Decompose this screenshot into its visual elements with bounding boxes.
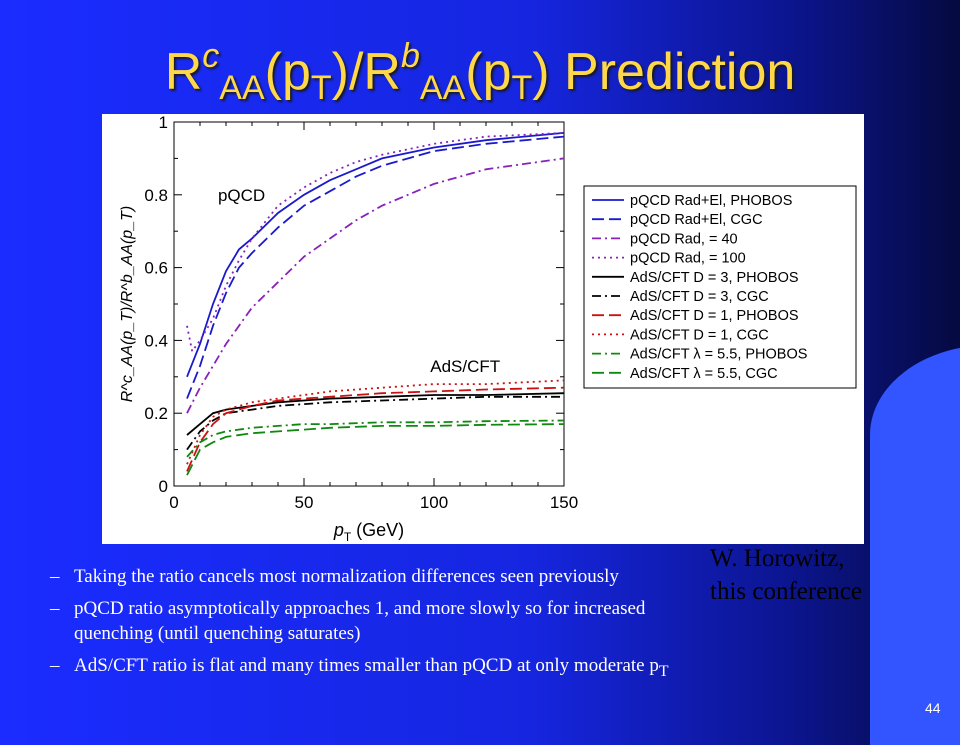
y-tick-label: 0.8 [144, 186, 168, 205]
title-sub-aa1: AA [219, 69, 265, 107]
legend-label: AdS/CFT λ = 5.5, CGC [630, 366, 778, 382]
bullet-sub-t: T [658, 662, 669, 680]
slide-title: RcAA(pT)/RbAA(pT) Prediction [0, 26, 960, 118]
series-line [186, 423, 565, 476]
title-r1: R [164, 43, 203, 101]
background-accent-shape [870, 345, 960, 745]
credit-note: W. Horowitz, this conference [710, 542, 862, 608]
title-sup-c: c [202, 37, 220, 75]
series-line [186, 132, 565, 378]
series-line [186, 395, 564, 451]
title-pt2: (p [465, 43, 512, 101]
y-tick-label: 0 [159, 477, 168, 496]
title-pt1: (p [264, 43, 311, 101]
bullet-dash: – [50, 566, 60, 587]
bullet-item: – AdS/CFT ratio is flat and many times sm… [50, 653, 910, 684]
y-axis-label: R^c_AA(p_T)/R^b_AA(p_T) [119, 206, 136, 402]
page-number: 44 [925, 700, 941, 716]
bullet-list: – Taking the ratio cancels most normaliza… [50, 564, 910, 691]
annotation-adscft: AdS/CFT [430, 357, 500, 376]
bullet-text: Taking the ratio cancels most normalizat… [74, 566, 619, 587]
credit-author: W. Horowitz, [710, 545, 845, 572]
series-line [186, 157, 565, 414]
bullet-text-cont: quenching (until quenching saturates) [74, 623, 361, 644]
bullet-dash: – [50, 598, 60, 619]
legend-label: AdS/CFT D = 1, CGC [630, 327, 769, 343]
legend-box [583, 185, 857, 389]
bullet-item: – Taking the ratio cancels most normaliza… [50, 564, 910, 589]
annotation-pqcd: pQCD [218, 186, 265, 205]
plot-frame [173, 121, 565, 487]
x-tick-label: 50 [295, 493, 314, 512]
legend-label: AdS/CFT D = 1, PHOBOS [630, 308, 799, 324]
series-line [186, 392, 565, 436]
bullet-dash: – [50, 655, 60, 676]
ratio-chart: 0 50 100 150 0 0.2 0.4 0.6 0.8 1 pT (GeV) R^c_AA(p_… [119, 114, 857, 544]
title-sup-b: b [400, 37, 420, 75]
credit-venue: this conference [710, 578, 863, 605]
title-prediction: ) Prediction [532, 43, 796, 101]
legend-label: pQCD Rad, = 40 [630, 231, 738, 247]
plot-panel: 0 50 100 150 0 0.2 0.4 0.6 0.8 1 pT (GeV) R^c_AA(p_… [102, 114, 864, 605]
title-r2: R [363, 43, 401, 101]
y-tick-label: 0.6 [144, 259, 168, 278]
legend-label: pQCD Rad+El, CGC [630, 212, 763, 228]
legend-label: AdS/CFT λ = 5.5, PHOBOS [630, 347, 807, 363]
title-sub-aa2: AA [419, 69, 466, 107]
title-sub-t1: T [310, 69, 332, 107]
x-tick-label: 0 [169, 493, 178, 512]
bullet-text: AdS/CFT ratio is flat and many times sma… [74, 655, 659, 676]
x-axis-label: pT (GeV) [333, 520, 404, 544]
legend-label: AdS/CFT D = 3, PHOBOS [630, 270, 799, 286]
legend-label: pQCD Rad+El, PHOBOS [630, 193, 792, 209]
legend-label: AdS/CFT D = 3, CGC [630, 289, 769, 305]
y-tick-label: 0.2 [144, 404, 168, 423]
y-tick-label: 1 [159, 114, 168, 132]
title-sub-t2: T [511, 69, 533, 107]
y-tick-label: 0.4 [144, 331, 168, 350]
x-tick-label: 150 [550, 493, 578, 512]
series-line [186, 132, 565, 354]
series-line [186, 386, 565, 472]
bullet-text: pQCD ratio asymptotically approaches 1, … [74, 598, 646, 619]
x-tick-label: 100 [420, 493, 448, 512]
series-line [186, 135, 565, 399]
bullet-item: – pQCD ratio asymptotically approaches 1,… [50, 596, 910, 646]
legend-label: pQCD Rad, = 100 [630, 251, 746, 267]
title-ratio: )/ [331, 43, 364, 101]
